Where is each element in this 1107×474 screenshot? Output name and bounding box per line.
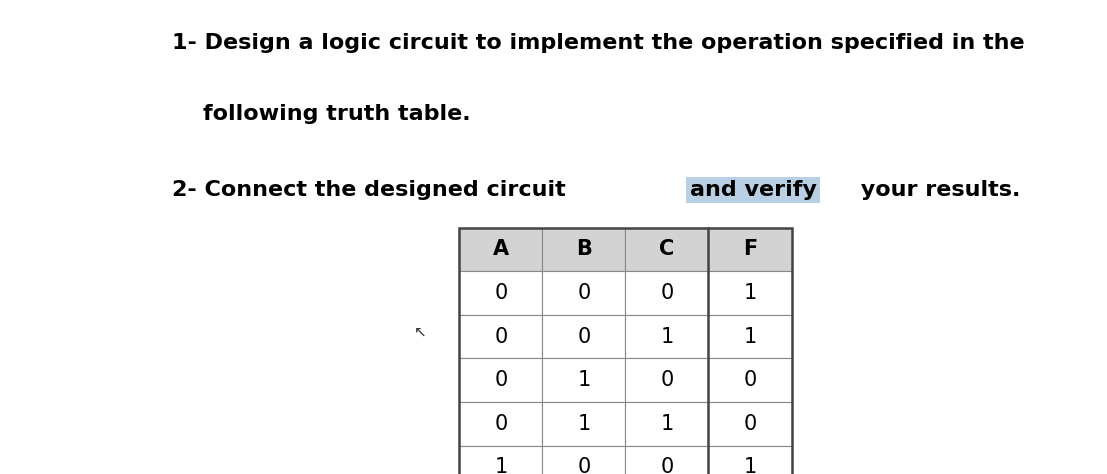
Text: 1: 1 [744, 283, 756, 303]
Bar [542, 315, 625, 358]
Text: 0: 0 [661, 283, 673, 303]
Bar [542, 446, 625, 474]
Bar [625, 446, 708, 474]
Bar [459, 402, 542, 446]
Bar [542, 402, 625, 446]
Text: 1: 1 [744, 457, 756, 474]
Text: your results.: your results. [853, 180, 1021, 200]
Bar [625, 271, 708, 315]
Text: 0: 0 [495, 414, 507, 434]
Bar [625, 315, 708, 358]
Bar [625, 358, 708, 402]
Text: 1: 1 [661, 327, 673, 346]
Bar [542, 228, 625, 271]
Text: 0: 0 [744, 414, 756, 434]
Bar [708, 358, 792, 402]
Bar [459, 228, 542, 271]
Bar [625, 228, 708, 271]
Text: 1- Design a logic circuit to implement the operation specified in the: 1- Design a logic circuit to implement t… [172, 33, 1024, 53]
Text: 1: 1 [495, 457, 507, 474]
Text: 0: 0 [661, 370, 673, 390]
Text: 0: 0 [744, 370, 756, 390]
Text: A: A [493, 239, 509, 259]
Text: 0: 0 [495, 327, 507, 346]
Text: 1: 1 [578, 414, 590, 434]
Bar [542, 358, 625, 402]
Text: and verify: and verify [690, 180, 817, 200]
Bar [708, 228, 792, 271]
Bar [459, 358, 542, 402]
Bar [708, 271, 792, 315]
Bar [708, 402, 792, 446]
Text: C: C [660, 239, 674, 259]
Text: 0: 0 [578, 327, 590, 346]
Text: B: B [576, 239, 592, 259]
Text: 2- Connect the designed circuit: 2- Connect the designed circuit [172, 180, 573, 200]
Bar [542, 271, 625, 315]
Bar [708, 315, 792, 358]
Text: 0: 0 [495, 283, 507, 303]
Text: 1: 1 [744, 327, 756, 346]
Bar [625, 402, 708, 446]
Bar [459, 315, 542, 358]
Text: 1: 1 [661, 414, 673, 434]
Text: 0: 0 [578, 283, 590, 303]
Text: ↖: ↖ [414, 324, 427, 339]
Text: following truth table.: following truth table. [172, 104, 470, 124]
Bar [459, 271, 542, 315]
Text: 0: 0 [578, 457, 590, 474]
Bar [708, 446, 792, 474]
Text: 0: 0 [495, 370, 507, 390]
Bar [459, 446, 542, 474]
Text: 0: 0 [661, 457, 673, 474]
Text: 1: 1 [578, 370, 590, 390]
Text: F: F [743, 239, 757, 259]
